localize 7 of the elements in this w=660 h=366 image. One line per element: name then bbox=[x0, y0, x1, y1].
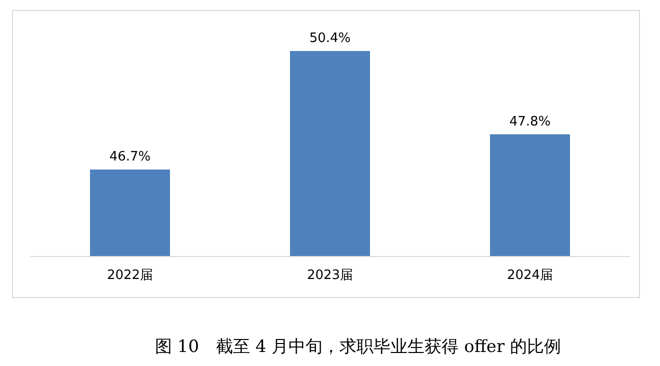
data-label: 47.8% bbox=[509, 114, 551, 130]
x-tick-label: 2023届 bbox=[306, 268, 354, 284]
data-label: 50.4% bbox=[309, 31, 351, 46]
x-tick-label: 2022届 bbox=[106, 268, 154, 284]
data-label: 46.7% bbox=[109, 150, 151, 165]
text: 图 10 截至 4 月中旬，求职毕业生获得 offer 的比例 bbox=[155, 337, 561, 357]
x-tick-label: 2024届 bbox=[506, 268, 554, 284]
